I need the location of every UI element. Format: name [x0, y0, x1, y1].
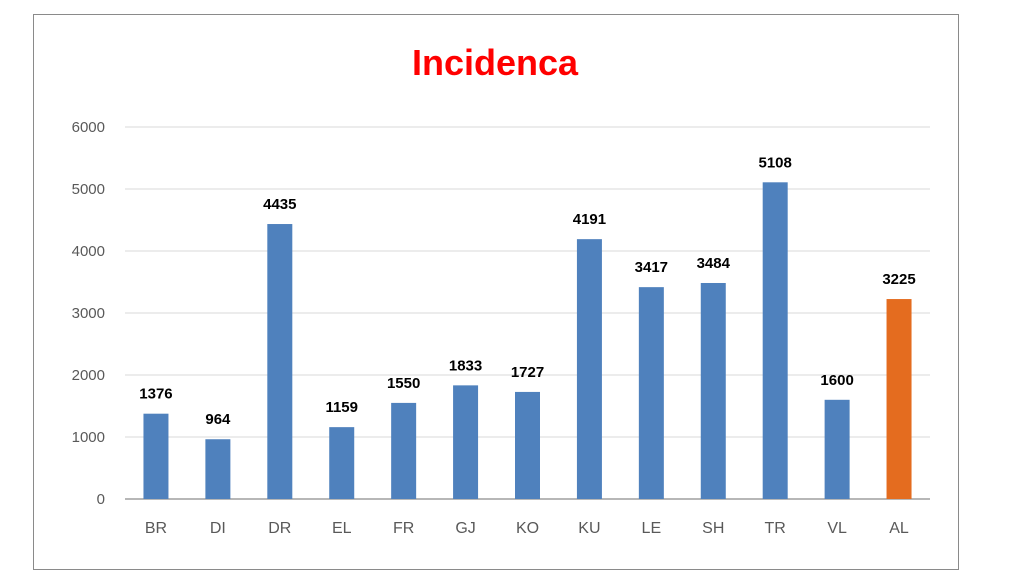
data-label: 1159: [325, 399, 358, 416]
y-tick-label: 4000: [72, 243, 105, 260]
bar-dr: [267, 224, 293, 499]
x-tick-label: LE: [642, 520, 662, 537]
data-label: 1376: [139, 386, 172, 403]
x-tick-label: KO: [516, 520, 539, 537]
y-tick-label: 0: [97, 491, 105, 508]
y-tick-label: 1000: [72, 429, 105, 446]
x-tick-label: EL: [332, 520, 352, 537]
bar-le: [638, 287, 664, 499]
data-label: 1833: [449, 357, 482, 374]
y-tick-label: 2000: [72, 367, 105, 384]
bar-al: [886, 299, 912, 499]
bar-fr: [391, 402, 417, 499]
x-tick-label: KU: [578, 520, 600, 537]
bar-ko: [515, 391, 540, 499]
data-label: 3225: [882, 271, 915, 288]
chart-title: Incidenca: [411, 42, 579, 83]
bar-tr: [762, 182, 788, 499]
bar-di: [205, 439, 231, 499]
bar-vl: [824, 399, 850, 499]
x-tick-label: DR: [268, 520, 291, 537]
x-tick-label: SH: [702, 520, 724, 537]
data-label: 1727: [511, 364, 544, 381]
data-label: 964: [205, 411, 231, 428]
y-tick-label: 5000: [72, 181, 105, 198]
bar-sh: [700, 282, 726, 499]
y-tick-label: 3000: [72, 305, 105, 322]
y-tick-label: 6000: [72, 119, 105, 136]
x-tick-label: AL: [889, 520, 909, 537]
x-tick-label: VL: [827, 520, 847, 537]
x-tick-label: TR: [765, 520, 786, 537]
x-tick-label: DI: [210, 520, 226, 537]
data-label: 5108: [759, 154, 792, 171]
data-label: 1550: [387, 375, 420, 392]
data-label: 4191: [573, 211, 606, 228]
data-label: 4435: [263, 196, 296, 213]
bar-gj: [453, 385, 479, 499]
data-label: 3484: [697, 255, 731, 272]
bar-el: [329, 427, 355, 499]
x-tick-label: BR: [145, 520, 167, 537]
bar-ku: [576, 239, 602, 499]
chart-frame: [33, 14, 959, 570]
x-tick-label: GJ: [455, 520, 475, 537]
data-label: 1600: [820, 372, 853, 389]
bar-br: [143, 413, 169, 499]
data-label: 3417: [635, 259, 668, 276]
x-tick-label: FR: [393, 520, 414, 537]
